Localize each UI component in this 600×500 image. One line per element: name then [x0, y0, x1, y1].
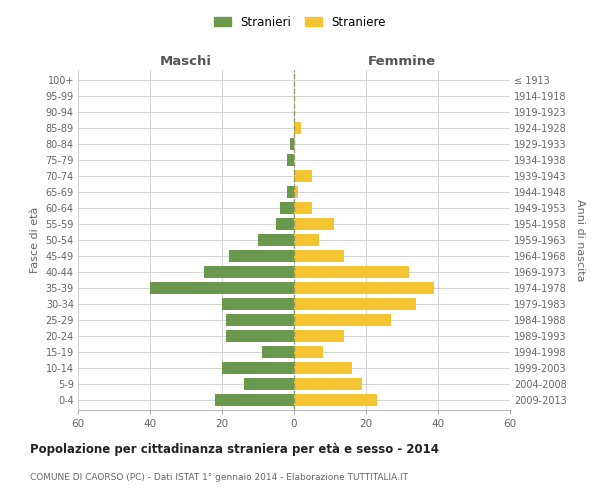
Y-axis label: Fasce di età: Fasce di età [30, 207, 40, 273]
Bar [276, 218, 294, 230]
Bar [294, 330, 344, 342]
Text: Maschi: Maschi [160, 56, 212, 68]
Bar [294, 314, 391, 326]
Text: Popolazione per cittadinanza straniera per età e sesso - 2014: Popolazione per cittadinanza straniera p… [30, 442, 439, 456]
Bar [262, 346, 294, 358]
Bar [294, 122, 301, 134]
Bar [294, 266, 409, 278]
Bar [294, 202, 312, 214]
Text: Femmine: Femmine [368, 56, 436, 68]
Bar [294, 218, 334, 230]
Bar [258, 234, 294, 246]
Text: COMUNE DI CAORSO (PC) - Dati ISTAT 1° gennaio 2014 - Elaborazione TUTTITALIA.IT: COMUNE DI CAORSO (PC) - Dati ISTAT 1° ge… [30, 472, 408, 482]
Bar [294, 378, 362, 390]
Bar [280, 202, 294, 214]
Bar [229, 250, 294, 262]
Bar [294, 394, 377, 406]
Y-axis label: Anni di nascita: Anni di nascita [575, 198, 585, 281]
Bar [294, 346, 323, 358]
Bar [222, 362, 294, 374]
Bar [294, 170, 312, 182]
Bar [294, 250, 344, 262]
Legend: Stranieri, Straniere: Stranieri, Straniere [209, 11, 391, 34]
Bar [222, 298, 294, 310]
Bar [287, 154, 294, 166]
Bar [226, 330, 294, 342]
Bar [294, 186, 298, 198]
Bar [244, 378, 294, 390]
Bar [294, 362, 352, 374]
Bar [290, 138, 294, 150]
Bar [294, 234, 319, 246]
Bar [287, 186, 294, 198]
Bar [215, 394, 294, 406]
Bar [204, 266, 294, 278]
Bar [226, 314, 294, 326]
Bar [150, 282, 294, 294]
Bar [294, 282, 434, 294]
Bar [294, 298, 416, 310]
